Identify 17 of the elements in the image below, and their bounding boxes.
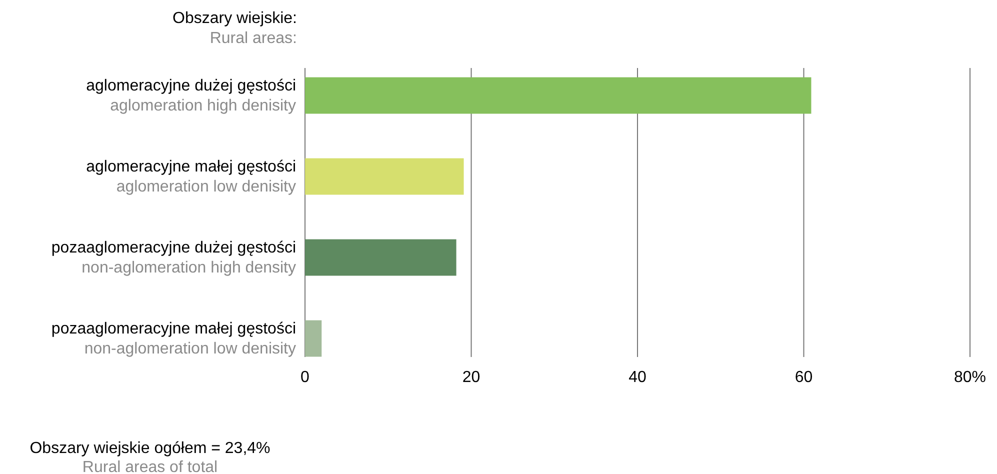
y-tick-label: pozaaglomeracyjne małej gęstości non-aglomeration low denisity [51, 320, 296, 358]
bar [305, 77, 812, 114]
y-tick-label: aglomeracyjne małej gęstości aglomeration low denisity [86, 158, 296, 196]
y-tick-label: pozaaglomeracyjne dużej gęstości non-aglomeration high density [51, 240, 296, 276]
x-tick-label: 0 [300, 369, 310, 386]
bar [305, 320, 322, 357]
chart-subtitle: Rural areas: [210, 30, 297, 47]
text: Obszary wiejskie ogółem = 23,4% [30, 440, 270, 457]
y-tick-label: aglomeracyjne dużej gęstości aglomeration high denisity [86, 78, 296, 114]
x-tick-label: 80% [954, 369, 986, 386]
bar [305, 239, 456, 276]
bar [305, 158, 464, 195]
x-tick-label: 20 [462, 369, 480, 386]
x-tick-label: 60 [794, 369, 813, 386]
x-tick-label: 40 [628, 369, 646, 386]
chart-title: Obszary wiejskie: [172, 10, 297, 27]
text: Rural areas of total [82, 459, 218, 474]
